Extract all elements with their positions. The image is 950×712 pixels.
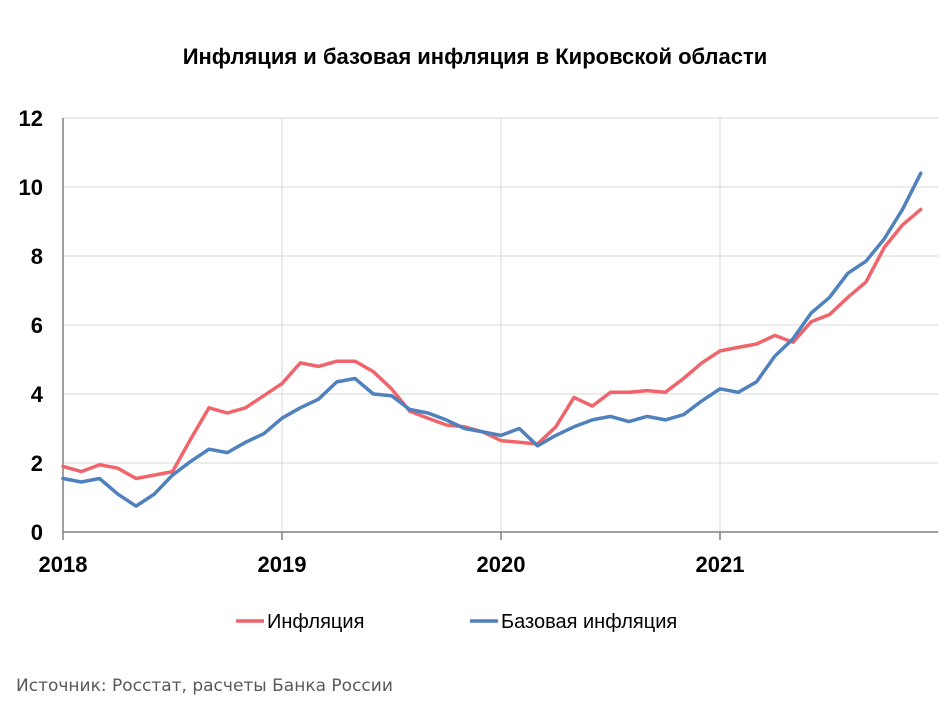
source-note: Источник: Росстат, расчеты Банка России xyxy=(16,676,393,696)
series-line-core-inflation xyxy=(61,171,923,508)
chart-title: Инфляция и базовая инфляция в Кировской … xyxy=(182,44,768,69)
y-tick-label: 8 xyxy=(31,244,43,269)
x-tick-label: 2021 xyxy=(696,552,745,577)
y-tick-label: 0 xyxy=(31,520,43,545)
legend-label: Инфляция xyxy=(267,611,364,633)
grid-lines xyxy=(63,117,938,532)
axes xyxy=(62,118,938,540)
y-tick-label: 2 xyxy=(31,451,43,476)
x-tick-label: 2018 xyxy=(39,552,88,577)
y-tick-label: 10 xyxy=(19,175,43,200)
y-tick-labels: 0 2 4 6 8 10 12 xyxy=(19,106,44,545)
series-lines xyxy=(61,171,923,508)
x-tick-labels: 2018 2019 2020 2021 xyxy=(39,552,745,577)
x-tick-label: 2019 xyxy=(258,552,307,577)
series-line-inflation xyxy=(61,207,923,481)
x-tick-label: 2020 xyxy=(477,552,526,577)
y-tick-label: 12 xyxy=(19,106,43,131)
legend-item-core-inflation: Базовая инфляция xyxy=(470,611,677,633)
legend: Инфляция Базовая инфляция xyxy=(236,611,677,633)
y-tick-label: 4 xyxy=(31,382,44,407)
legend-label: Базовая инфляция xyxy=(501,611,677,633)
y-tick-label: 6 xyxy=(31,313,43,338)
legend-item-inflation: Инфляция xyxy=(236,611,364,633)
